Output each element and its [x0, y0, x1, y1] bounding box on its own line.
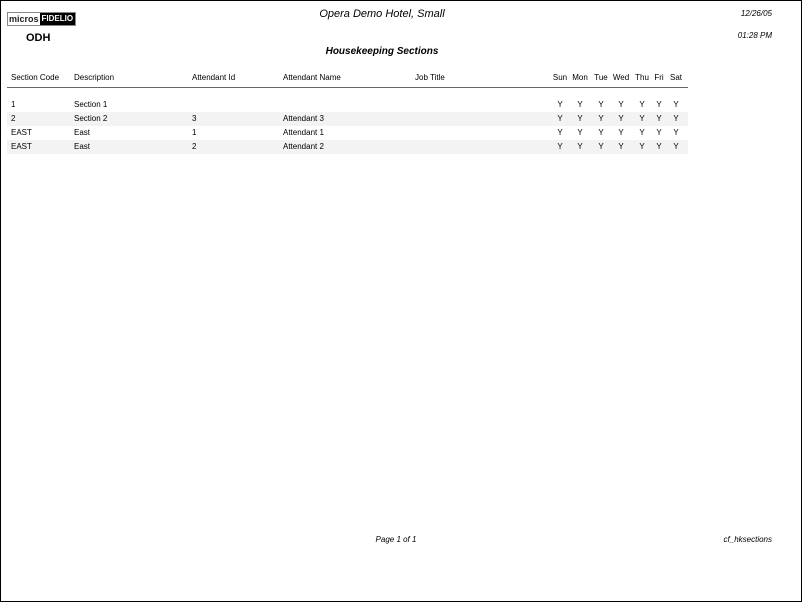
- page-number: Page 1 of 1: [375, 535, 417, 544]
- table-cell: Y: [557, 128, 563, 137]
- column-header: Tue: [594, 73, 608, 82]
- table-cell: Y: [598, 114, 604, 123]
- table-cell: Y: [577, 114, 583, 123]
- column-header: Attendant Id: [192, 73, 236, 82]
- table-cell: Y: [557, 100, 563, 109]
- table-cell: Y: [618, 114, 624, 123]
- column-header: Sat: [669, 73, 683, 82]
- table-cell: 1: [11, 100, 16, 109]
- table-cell: Section 2: [74, 114, 108, 123]
- table-row: EAST East 2 Attendant 2 Y Y Y Y Y Y Y: [7, 140, 688, 154]
- table-cell: Attendant 1: [283, 128, 324, 137]
- table-cell: East: [74, 128, 91, 137]
- table-cell: Y: [639, 114, 645, 123]
- table-cell: Y: [673, 128, 679, 137]
- table-cell: Y: [656, 128, 662, 137]
- report-time: 01:28 PM: [737, 31, 772, 40]
- table-cell: Y: [618, 128, 624, 137]
- table-cell: EAST: [11, 128, 32, 137]
- table-cell: Attendant 3: [283, 114, 324, 123]
- column-header: Fri: [654, 73, 664, 82]
- table-cell: 2: [192, 142, 197, 151]
- table-cell: Y: [639, 128, 645, 137]
- table-cell: Y: [557, 142, 563, 151]
- table-cell: East: [74, 142, 91, 151]
- table-row: 1 Section 1 Y Y Y Y Y Y Y: [7, 98, 688, 112]
- table-cell: 1: [192, 128, 197, 137]
- table-cell: Y: [598, 128, 604, 137]
- table-cell: Y: [656, 142, 662, 151]
- table-cell: Y: [577, 142, 583, 151]
- column-header: Attendant Name: [283, 73, 341, 82]
- micros-fidelio-logo: micros FIDELIO: [7, 12, 77, 26]
- table-cell: Attendant 2: [283, 142, 324, 151]
- column-header: Description: [74, 73, 115, 82]
- column-header: Job Title: [415, 73, 445, 82]
- report-name: cf_hksections: [723, 535, 772, 544]
- table-row: 2 Section 2 3 Attendant 3 Y Y Y Y Y Y Y: [7, 112, 688, 126]
- report-date: 12/26/05: [740, 9, 772, 18]
- table-cell: Y: [639, 100, 645, 109]
- column-header: Mon: [572, 73, 588, 82]
- table-cell: Y: [673, 142, 679, 151]
- table-cell: Y: [656, 114, 662, 123]
- table-cell: EAST: [11, 142, 32, 151]
- table-cell: 2: [11, 114, 16, 123]
- report-title: Housekeeping Sections: [325, 46, 439, 57]
- table-cell: 3: [192, 114, 197, 123]
- table-row: EAST East 1 Attendant 1 Y Y Y Y Y Y Y: [7, 126, 688, 140]
- table-cell: Y: [656, 100, 662, 109]
- header-divider: [7, 87, 688, 88]
- table-cell: Y: [557, 114, 563, 123]
- table-cell: Y: [639, 142, 645, 151]
- table-cell: Y: [577, 128, 583, 137]
- table-cell: Y: [577, 100, 583, 109]
- property-code: ODH: [26, 32, 51, 44]
- column-header: Sun: [552, 73, 568, 82]
- table-cell: Y: [598, 142, 604, 151]
- table-cell: Y: [598, 100, 604, 109]
- table-cell: Y: [618, 100, 624, 109]
- table-cell: Y: [673, 100, 679, 109]
- table-cell: Y: [618, 142, 624, 151]
- column-header: Thu: [635, 73, 649, 82]
- table-cell: Section 1: [74, 100, 108, 109]
- hotel-name: Opera Demo Hotel, Small: [319, 8, 445, 20]
- column-header: Section Code: [11, 73, 60, 82]
- table-cell: Y: [673, 114, 679, 123]
- column-header: Wed: [612, 73, 630, 82]
